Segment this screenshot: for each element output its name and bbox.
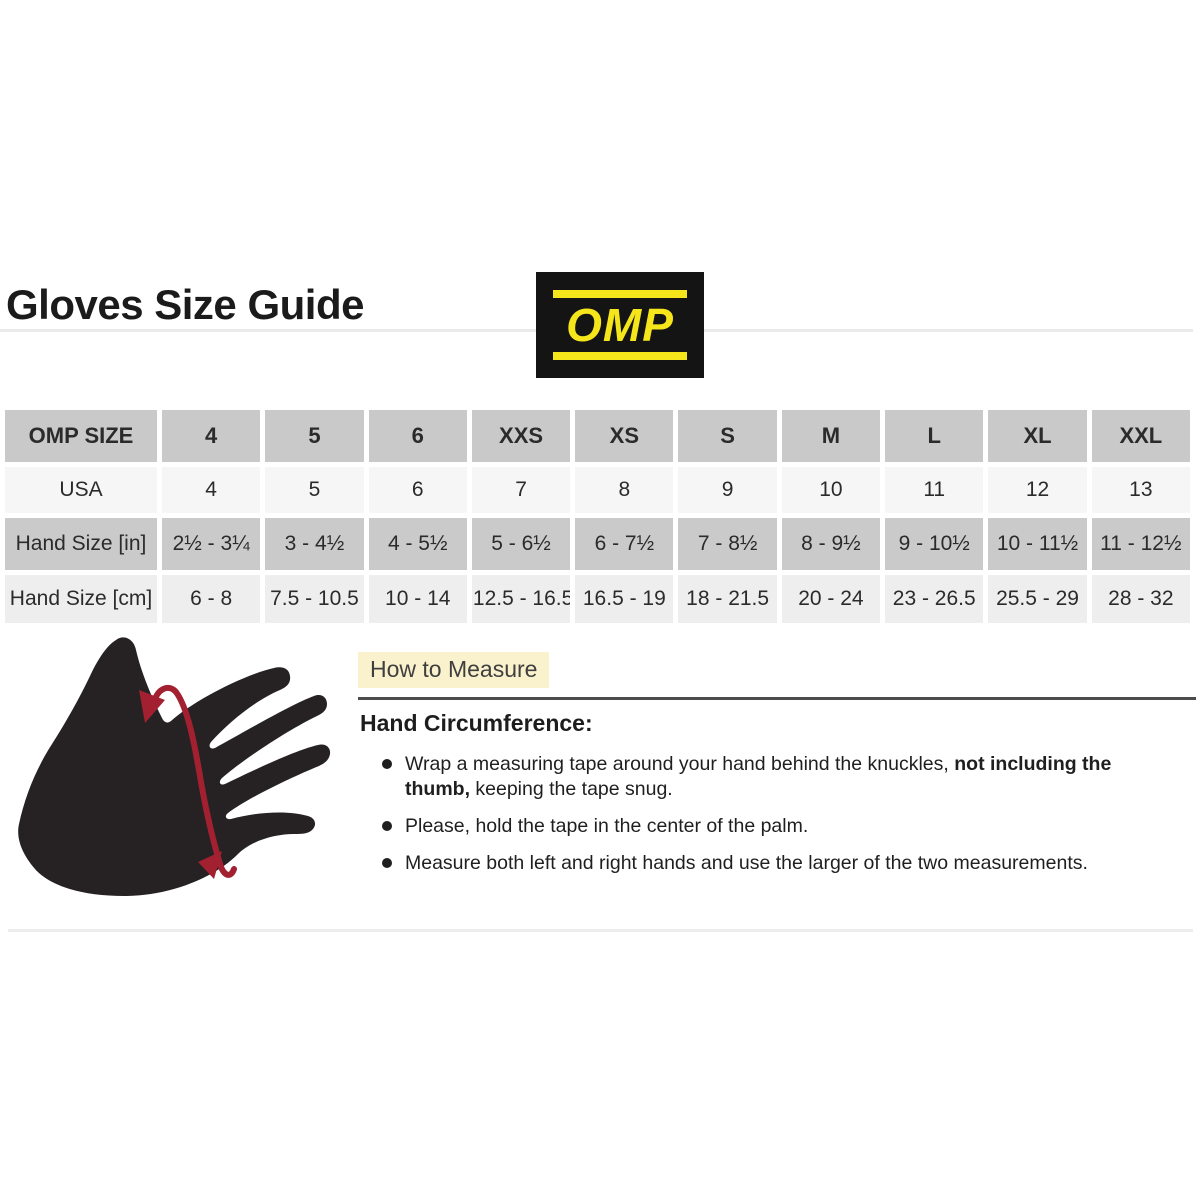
table-cell: 9 - 10½ xyxy=(885,518,984,570)
list-item: Wrap a measuring tape around your hand b… xyxy=(358,752,1180,802)
table-cell: 4 - 5½ xyxy=(368,518,467,570)
instruction-text: Please, hold the tape in the center of t… xyxy=(405,815,809,837)
hand-circumference-heading: Hand Circumference: xyxy=(360,710,593,736)
bullet-icon xyxy=(382,759,392,769)
section-divider xyxy=(358,697,1196,700)
table-cell: 8 xyxy=(575,467,674,513)
table-cell: 28 - 32 xyxy=(1091,575,1190,623)
instruction-text: Wrap a measuring tape around your hand b… xyxy=(405,753,955,775)
hand-size-in-row: Hand Size [in] 2½ - 3¼ 3 - 4½ 4 - 5½ 5 -… xyxy=(5,518,1190,570)
table-cell: 16.5 - 19 xyxy=(575,575,674,623)
bottom-divider xyxy=(8,929,1193,932)
table-cell: 11 - 12½ xyxy=(1091,518,1190,570)
table-cell: 11 xyxy=(885,467,984,513)
table-cell: 6 xyxy=(368,467,467,513)
how-to-measure-heading: How to Measure xyxy=(358,652,550,688)
table-cell: 3 - 4½ xyxy=(265,518,364,570)
table-cell: 12 xyxy=(988,467,1087,513)
table-cell: 5 xyxy=(265,467,364,513)
size-column-header: 5 xyxy=(265,410,364,462)
table-cell: 10 - 14 xyxy=(368,575,467,623)
size-column-header: XXS xyxy=(471,410,571,462)
bullet-icon xyxy=(382,858,392,868)
table-cell: 2½ - 3¼ xyxy=(162,518,261,570)
table-cell: 6 - 8 xyxy=(162,575,261,623)
measure-instructions-list: Wrap a measuring tape around your hand b… xyxy=(358,752,1180,876)
list-item: Measure both left and right hands and us… xyxy=(358,851,1180,876)
size-column-header: XXL xyxy=(1091,410,1190,462)
size-column-header: XL xyxy=(988,410,1087,462)
table-cell: 4 xyxy=(162,467,261,513)
table-cell: 18 - 21.5 xyxy=(678,575,777,623)
size-column-header: L xyxy=(885,410,984,462)
size-column-header: 6 xyxy=(368,410,467,462)
instruction-text-bold: not including the thumb, xyxy=(405,753,1112,800)
hand-silhouette-icon xyxy=(18,637,331,896)
size-table-header-row: OMP SIZE 4 5 6 XXS XS S M L XL XXL xyxy=(5,410,1190,462)
omp-logo-top-bar xyxy=(553,290,687,298)
omp-logo-text: OMP xyxy=(566,299,674,351)
tape-arrowhead-top-icon xyxy=(139,690,165,723)
size-column-header: S xyxy=(678,410,777,462)
size-column-header: 4 xyxy=(162,410,261,462)
table-cell: 7 xyxy=(471,467,571,513)
bullet-icon xyxy=(382,821,392,831)
table-cell: 10 - 11½ xyxy=(988,518,1087,570)
table-cell: 6 - 7½ xyxy=(575,518,674,570)
how-to-measure-section: How to Measure Hand Circumference: Wrap … xyxy=(358,652,1196,888)
table-cell: 10 xyxy=(781,467,881,513)
row-label: USA xyxy=(5,467,157,513)
table-cell: 23 - 26.5 xyxy=(885,575,984,623)
omp-logo-bottom-bar xyxy=(553,352,687,360)
hand-measure-illustration xyxy=(18,637,331,896)
tape-arrowhead-bottom-icon xyxy=(198,851,222,879)
row-label: Hand Size [cm] xyxy=(5,575,157,623)
table-cell: 5 - 6½ xyxy=(471,518,571,570)
size-table-corner: OMP SIZE xyxy=(5,410,157,462)
size-column-header: M xyxy=(781,410,881,462)
omp-logo: OMP xyxy=(536,272,704,378)
size-column-header: XS xyxy=(575,410,674,462)
instruction-text: keeping the tape snug. xyxy=(469,778,673,800)
table-cell: 9 xyxy=(678,467,777,513)
row-label: Hand Size [in] xyxy=(5,518,157,570)
table-cell: 7 - 8½ xyxy=(678,518,777,570)
instruction-text: Measure both left and right hands and us… xyxy=(405,852,1088,874)
table-cell: 8 - 9½ xyxy=(781,518,881,570)
table-cell: 25.5 - 29 xyxy=(988,575,1087,623)
table-cell: 7.5 - 10.5 xyxy=(265,575,364,623)
hand-size-cm-row: Hand Size [cm] 6 - 8 7.5 - 10.5 10 - 14 … xyxy=(5,575,1190,623)
table-cell: 13 xyxy=(1091,467,1190,513)
measuring-tape-icon xyxy=(151,684,237,878)
usa-row: USA 4 5 6 7 8 9 10 11 12 13 xyxy=(5,467,1190,513)
table-cell: 12.5 - 16.5 xyxy=(471,575,571,623)
list-item: Please, hold the tape in the center of t… xyxy=(358,814,1180,839)
size-table: OMP SIZE 4 5 6 XXS XS S M L XL XXL USA 4… xyxy=(0,405,1195,628)
page-title: Gloves Size Guide xyxy=(6,281,364,328)
table-cell: 20 - 24 xyxy=(781,575,881,623)
